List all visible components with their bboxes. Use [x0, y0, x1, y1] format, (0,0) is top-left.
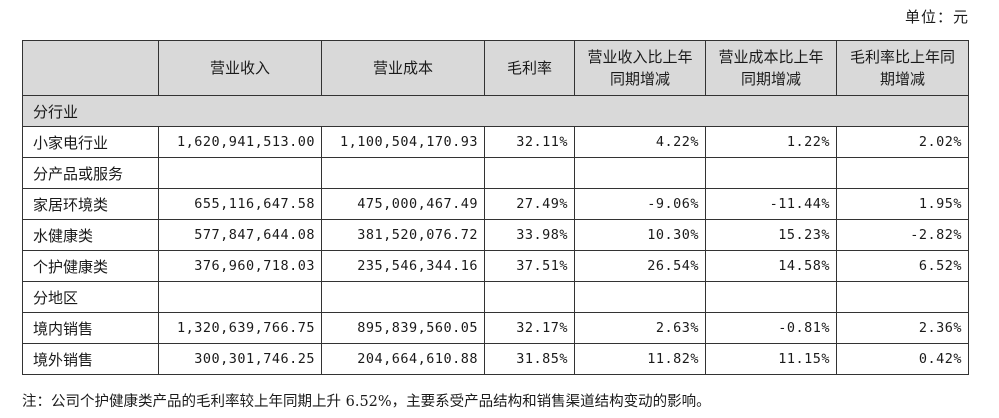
cell-gross-margin: 37.51% [484, 250, 575, 282]
header-revenue-change: 营业收入比上年同期增减 [574, 40, 706, 96]
cell-revenue-change: 2.63% [574, 312, 706, 344]
cell-gross-margin: 31.85% [484, 343, 575, 375]
cell-cost-change: 1.22% [705, 126, 837, 158]
cell-cost-change: -11.44% [705, 188, 837, 220]
cell-revenue-change: 10.30% [574, 219, 706, 251]
cell-cost: 475,000,467.49 [321, 188, 485, 220]
cell-margin-change: 1.95% [836, 188, 969, 220]
cell-revenue: 577,847,644.08 [158, 219, 322, 251]
cell-revenue: 1,320,639,766.75 [158, 312, 322, 344]
section-title: 分地区 [22, 281, 159, 313]
cell-cost: 381,520,076.72 [321, 219, 485, 251]
cell-margin-change: 2.36% [836, 312, 969, 344]
row-label: 个护健康类 [22, 250, 159, 282]
table-row: 水健康类 577,847,644.08 381,520,076.72 33.98… [22, 219, 969, 251]
section-title: 分行业 [22, 95, 969, 127]
row-label: 境内销售 [22, 312, 159, 344]
row-label: 水健康类 [22, 219, 159, 251]
cell-cost: 895,839,560.05 [321, 312, 485, 344]
header-gross-margin: 毛利率 [484, 40, 575, 96]
cell-gross-margin: 33.98% [484, 219, 575, 251]
header-cost-change: 营业成本比上年同期增减 [705, 40, 837, 96]
row-label: 境外销售 [22, 343, 159, 375]
cell-margin-change: 0.42% [836, 343, 969, 375]
section-row-region: 分地区 [22, 281, 969, 313]
cell-revenue: 376,960,718.03 [158, 250, 322, 282]
cell-cost: 204,664,610.88 [321, 343, 485, 375]
cell-margin-change: 6.52% [836, 250, 969, 282]
header-margin-change: 毛利率比上年同期增减 [836, 40, 969, 96]
section-row-product: 分产品或服务 [22, 157, 969, 189]
cell-cost: 1,100,504,170.93 [321, 126, 485, 158]
cell-revenue-change: 11.82% [574, 343, 706, 375]
row-label: 小家电行业 [22, 126, 159, 158]
header-cost: 营业成本 [321, 40, 485, 96]
header-corner [22, 40, 159, 96]
cell-revenue: 300,301,746.25 [158, 343, 322, 375]
cell-cost-change: -0.81% [705, 312, 837, 344]
cell-cost-change: 11.15% [705, 343, 837, 375]
cell-cost-change: 15.23% [705, 219, 837, 251]
section-row-industry: 分行业 [22, 95, 969, 127]
financial-table: 营业收入 营业成本 毛利率 营业收入比上年同期增减 营业成本比上年同期增减 毛利… [22, 40, 969, 375]
table-row: 境内销售 1,320,639,766.75 895,839,560.05 32.… [22, 312, 969, 344]
cell-gross-margin: 32.11% [484, 126, 575, 158]
header-revenue: 营业收入 [158, 40, 322, 96]
section-title: 分产品或服务 [22, 157, 159, 189]
unit-label: 单位：元 [904, 8, 969, 26]
cell-revenue-change: 26.54% [574, 250, 706, 282]
table-header-row: 营业收入 营业成本 毛利率 营业收入比上年同期增减 营业成本比上年同期增减 毛利… [22, 40, 969, 96]
row-label: 家居环境类 [22, 188, 159, 220]
cell-revenue-change: -9.06% [574, 188, 706, 220]
cell-margin-change: -2.82% [836, 219, 969, 251]
cell-margin-change: 2.02% [836, 126, 969, 158]
cell-revenue: 655,116,647.58 [158, 188, 322, 220]
table-row: 家居环境类 655,116,647.58 475,000,467.49 27.4… [22, 188, 969, 220]
cell-gross-margin: 32.17% [484, 312, 575, 344]
cell-gross-margin: 27.49% [484, 188, 575, 220]
table-row: 境外销售 300,301,746.25 204,664,610.88 31.85… [22, 343, 969, 375]
footnote: 注：公司个护健康类产品的毛利率较上年同期上升 6.52%，主要系受产品结构和销售… [22, 394, 711, 410]
cell-cost: 235,546,344.16 [321, 250, 485, 282]
table-row: 小家电行业 1,620,941,513.00 1,100,504,170.93 … [22, 126, 969, 158]
cell-revenue-change: 4.22% [574, 126, 706, 158]
cell-revenue: 1,620,941,513.00 [158, 126, 322, 158]
table-row: 个护健康类 376,960,718.03 235,546,344.16 37.5… [22, 250, 969, 282]
cell-cost-change: 14.58% [705, 250, 837, 282]
